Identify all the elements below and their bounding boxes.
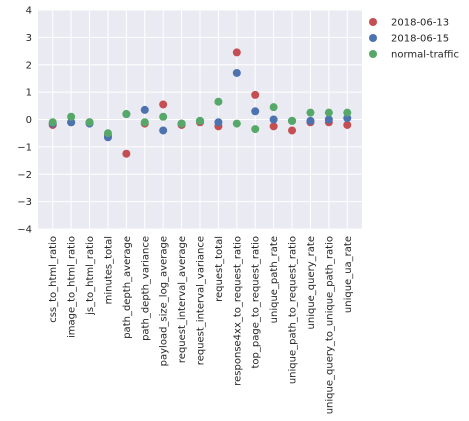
data-point — [343, 108, 352, 117]
data-point — [343, 120, 352, 129]
data-point — [232, 48, 241, 57]
y-tick-label: 4 — [26, 6, 32, 17]
x-tick-label: unique_path_rate — [269, 236, 280, 323]
data-point — [159, 126, 168, 135]
data-point — [214, 118, 223, 127]
data-point — [251, 107, 260, 116]
data-point — [140, 105, 149, 114]
y-tick-label: 3 — [26, 33, 32, 44]
x-tick-label: css_to_html_ratio — [48, 236, 59, 323]
data-point — [306, 108, 315, 117]
data-point — [306, 116, 315, 125]
data-point — [269, 122, 278, 131]
x-tick-label: request_interval_variance — [196, 236, 207, 365]
data-point — [269, 103, 278, 112]
data-point — [103, 129, 112, 138]
y-tick-label: −2 — [17, 170, 32, 181]
data-point — [324, 115, 333, 124]
data-point — [232, 119, 241, 128]
data-point — [232, 68, 241, 77]
x-tick-label: response4xx_to_request_ratio — [232, 236, 243, 386]
x-tick-label: unique_query_rate — [306, 236, 317, 329]
data-point — [214, 97, 223, 106]
data-point — [85, 118, 94, 127]
data-point — [122, 110, 131, 119]
data-point — [288, 126, 297, 135]
legend-label: normal-traffic — [391, 50, 459, 61]
y-tick-label: −3 — [17, 197, 32, 208]
data-point — [67, 118, 76, 127]
x-tick-label: request_interval_average — [177, 236, 188, 363]
data-point — [159, 100, 168, 109]
data-point — [48, 118, 57, 127]
data-point — [343, 114, 352, 123]
y-tick-label: −1 — [17, 142, 32, 153]
legend-marker — [369, 50, 377, 58]
y-axis-ticks: −4 −3 −2 −1 0 1 2 3 4 — [17, 6, 32, 236]
data-points — [48, 48, 352, 158]
x-tick-label: unique_query_to_unique_path_ratio — [324, 236, 335, 414]
y-tick-label: 1 — [26, 88, 32, 99]
x-tick-label: top_page_to_request_ratio — [251, 236, 262, 368]
x-tick-label: path_depth_average — [122, 236, 133, 339]
legend-label: 2018-06-13 — [391, 18, 449, 29]
y-tick-label: 0 — [26, 115, 32, 126]
data-point — [288, 116, 297, 125]
data-point — [324, 108, 333, 117]
x-axis-ticks: css_to_html_ratio image_to_html_ratio js_t… — [48, 236, 354, 414]
data-point — [251, 125, 260, 134]
x-tick-label: js_to_html_ratio — [85, 236, 96, 316]
data-point — [269, 115, 278, 124]
x-tick-label: image_to_html_ratio — [67, 236, 78, 338]
data-point — [67, 112, 76, 121]
data-point — [251, 90, 260, 99]
legend: 2018-06-13 2018-06-15 normal-traffic — [369, 18, 459, 61]
data-point — [122, 149, 131, 158]
data-point — [196, 116, 204, 125]
x-tick-label: path_depth_variance — [140, 236, 151, 341]
legend-label: 2018-06-15 — [391, 34, 449, 45]
y-tick-label: −4 — [17, 225, 32, 236]
y-tick-label: 2 — [26, 60, 32, 71]
data-point — [177, 119, 186, 128]
legend-marker — [369, 18, 377, 26]
data-point — [140, 118, 149, 127]
data-point — [159, 112, 168, 121]
x-tick-label: minutes_total — [103, 236, 114, 304]
x-tick-label: unique_ua_rate — [343, 236, 354, 313]
legend-marker — [369, 34, 377, 42]
x-tick-label: request_total — [214, 236, 225, 302]
x-tick-label: payload_size_log_average — [159, 236, 170, 366]
x-tick-label: unique_path_to_request_ratio — [288, 236, 299, 384]
